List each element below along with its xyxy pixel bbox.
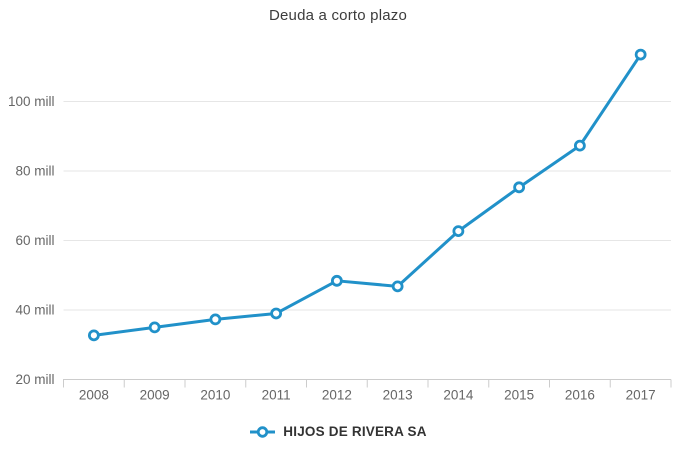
chart-title: Deuda a corto plazo <box>268 7 408 24</box>
data-point-marker[interactable] <box>513 181 526 194</box>
x-axis-tick-label: 2010 <box>200 388 230 403</box>
x-axis-tick-label: 2012 <box>322 388 352 403</box>
y-axis-tick-label: 40 mill <box>15 303 54 318</box>
data-point-marker[interactable] <box>148 321 161 334</box>
x-axis-tick-label: 2011 <box>262 388 291 403</box>
x-axis-tick-label: 2016 <box>565 388 595 403</box>
legend-marker-circle <box>257 425 269 438</box>
legend-label: HIJOS DE RIVERA SA <box>283 424 427 439</box>
line-chart-plot-area: 20 mill 40 mill 60 mill 80 mill 100 mill 2008… <box>8 48 672 403</box>
data-point-marker[interactable] <box>634 48 647 61</box>
data-point-marker[interactable] <box>209 313 222 326</box>
data-point-marker[interactable] <box>452 225 465 238</box>
y-axis-tick-label: 60 mill <box>15 233 54 248</box>
legend-item[interactable]: HIJOS DE RIVERA SA <box>0 424 676 439</box>
data-point-marker[interactable] <box>330 274 343 287</box>
data-point-marker[interactable] <box>391 280 404 293</box>
y-axis-tick-label: 20 mill <box>15 372 54 387</box>
x-axis-tick-label: 2017 <box>626 388 656 403</box>
data-point-marker[interactable] <box>573 139 586 152</box>
legend-line-marker-icon <box>250 425 276 438</box>
x-axis-tick-label: 2008 <box>79 388 109 403</box>
data-point-marker[interactable] <box>270 307 283 320</box>
y-axis-tick-label: 80 mill <box>15 164 54 179</box>
x-axis-tick-label: 2013 <box>383 388 413 403</box>
data-point-marker[interactable] <box>87 329 100 342</box>
x-axis-tick-label: 2014 <box>443 388 474 403</box>
x-axis-tick-label: 2015 <box>504 388 534 403</box>
series-line <box>92 53 643 337</box>
x-axis-tick-label: 2009 <box>140 388 170 403</box>
y-axis-tick-label: 100 mill <box>8 94 55 109</box>
